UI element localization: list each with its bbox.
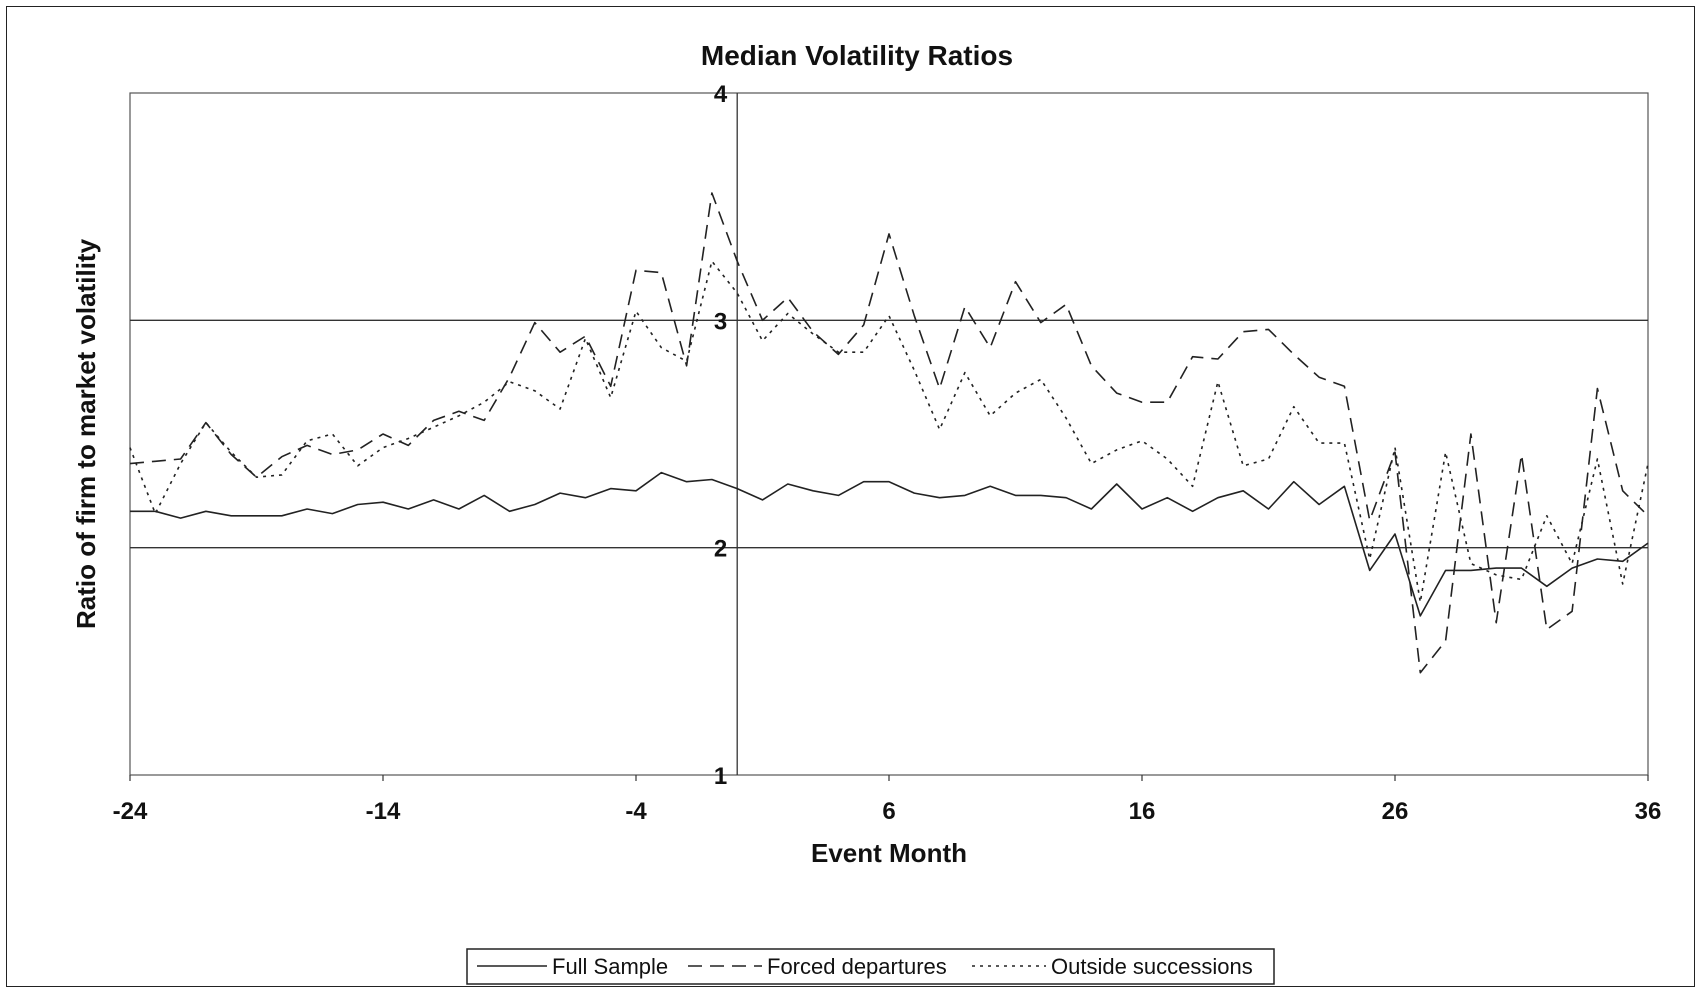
y-tick-label: 2 <box>714 536 727 563</box>
x-tick-label: 26 <box>1382 798 1409 825</box>
series-line-outside-successions <box>129 260 1649 604</box>
x-tick-label: -24 <box>113 798 148 825</box>
x-tick-label: 16 <box>1129 798 1156 825</box>
legend-box <box>466 948 1275 985</box>
x-tick-label: -14 <box>366 798 401 825</box>
x-tick-label: -4 <box>625 798 647 825</box>
y-tick-label: 1 <box>714 763 727 790</box>
y-tick-label: 4 <box>714 81 728 108</box>
x-tick-label: 36 <box>1635 798 1662 825</box>
legend-label-forced-departures: Forced departures <box>767 954 947 979</box>
series-line-forced-departures <box>129 192 1649 674</box>
chart-frame <box>6 6 1695 987</box>
series-line-full-sample <box>130 471 1649 617</box>
x-axis-title: Event Month <box>811 838 967 868</box>
legend-label-outside-successions: Outside successions <box>1051 954 1253 979</box>
y-tick-label: 3 <box>714 308 727 335</box>
x-tick-label: 6 <box>882 798 895 825</box>
legend-label-full-sample: Full Sample <box>552 954 668 979</box>
y-axis-title: Ratio of firm to market volatility <box>71 238 101 629</box>
chart-title: Median Volatility Ratios <box>701 40 1013 71</box>
legend: Full Sample Forced departures Outside su… <box>466 948 1275 985</box>
